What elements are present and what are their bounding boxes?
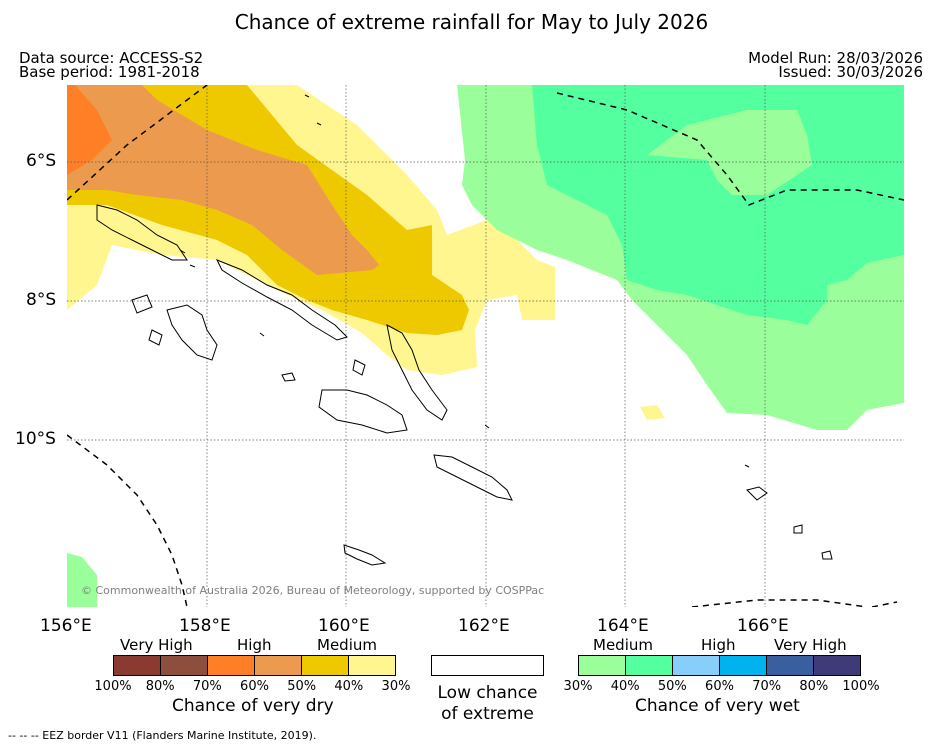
eez-border xyxy=(67,85,904,607)
rainfall-map: © Commonwealth of Australia 2026, Bureau… xyxy=(67,85,904,607)
wet-light-patch xyxy=(647,110,812,195)
malaita-island xyxy=(386,324,448,421)
lon-label-158e: 158°E xyxy=(179,616,231,636)
low-chance-swatch xyxy=(431,655,544,676)
wet-level-medium: Medium xyxy=(593,636,653,654)
dry-high-region xyxy=(67,85,379,275)
graticule xyxy=(67,85,904,607)
wet-tick-6: 100% xyxy=(842,679,880,694)
dry-tick-5: 40% xyxy=(334,679,364,694)
wet-tick-3: 60% xyxy=(705,679,734,694)
wet-level-very-high: Very High xyxy=(774,636,847,654)
wet-lower-left-patch xyxy=(67,553,97,607)
lat-label-10s: 10°S xyxy=(15,429,56,449)
dry-high-strong-region xyxy=(67,85,112,175)
lon-label-156e: 156°E xyxy=(40,616,92,636)
wet-tick-4: 70% xyxy=(752,679,782,694)
rennell-island xyxy=(343,544,387,566)
eez-footnote: -- -- -- EEZ border V11 (Flanders Marine… xyxy=(8,729,317,742)
dry-tick-4: 50% xyxy=(287,679,317,694)
wet-swatch-3 xyxy=(719,656,766,675)
map-title: Chance of extreme rainfall for May to Ju… xyxy=(234,10,709,34)
low-chance-line2: of extreme xyxy=(441,704,534,724)
dry-tick-2: 70% xyxy=(192,679,222,694)
guadalcanal-island xyxy=(318,389,408,434)
wet-tick-1: 40% xyxy=(610,679,640,694)
dry-tick-labels: 100% 80% 70% 60% 50% 40% 30% xyxy=(94,679,410,695)
wet-caption: Chance of very wet xyxy=(635,696,800,716)
coastlines xyxy=(96,94,833,566)
dry-swatch-1 xyxy=(160,656,207,675)
dry-level-very-high: Very High xyxy=(120,636,193,654)
wet-colorbar xyxy=(578,655,861,676)
base-period: Base period: 1981-2018 xyxy=(19,63,200,81)
issued-date: Issued: 30/03/2026 xyxy=(778,63,923,81)
dry-tick-3: 60% xyxy=(240,679,269,694)
wet-small-patch xyxy=(640,405,665,420)
dry-swatch-3 xyxy=(254,656,301,675)
model-run: Model Run: 28/03/2026 xyxy=(748,49,923,67)
dry-tick-6: 30% xyxy=(381,679,411,694)
dry-caption: Chance of very dry xyxy=(172,696,334,716)
lon-label-166e: 166°E xyxy=(737,616,789,636)
santa-cruz-islands xyxy=(746,486,833,560)
wet-tick-labels: 30% 40% 50% 60% 70% 80% 100% xyxy=(564,679,880,695)
lat-label-6s: 6°S xyxy=(26,151,57,171)
wet-swatch-0 xyxy=(579,656,625,675)
dry-level-high: High xyxy=(237,636,272,654)
dry-swatch-2 xyxy=(207,656,254,675)
dry-swatch-5 xyxy=(348,656,395,675)
low-chance-line1: Low chance xyxy=(437,683,538,703)
wet-swatch-1 xyxy=(625,656,672,675)
santa-isabel-island xyxy=(215,259,348,341)
wet-tick-0: 30% xyxy=(563,679,593,694)
wet-swatch-5 xyxy=(813,656,860,675)
wet-level-high: High xyxy=(701,636,736,654)
wet-swatch-2 xyxy=(672,656,719,675)
wet-tick-5: 80% xyxy=(799,679,829,694)
dry-swatch-4 xyxy=(301,656,348,675)
makira-island xyxy=(433,454,513,501)
dry-colorbar xyxy=(113,655,396,676)
lat-label-8s: 8°S xyxy=(26,290,57,310)
small-islets xyxy=(179,94,750,468)
lon-label-162e: 162°E xyxy=(458,616,510,636)
dry-level-medium: Medium xyxy=(317,636,377,654)
dry-tick-0: 100% xyxy=(94,679,132,694)
wet-tick-2: 50% xyxy=(657,679,687,694)
lon-label-164e: 164°E xyxy=(597,616,649,636)
lon-label-160e: 160°E xyxy=(318,616,370,636)
data-source: Data source: ACCESS-S2 xyxy=(19,49,204,67)
wet-swatch-4 xyxy=(766,656,813,675)
dry-tick-1: 80% xyxy=(145,679,175,694)
dry-swatch-0 xyxy=(114,656,160,675)
copyright-text: © Commonwealth of Australia 2026, Bureau… xyxy=(81,584,544,597)
choiseul-island xyxy=(96,204,188,261)
new-georgia-islands xyxy=(131,294,218,361)
